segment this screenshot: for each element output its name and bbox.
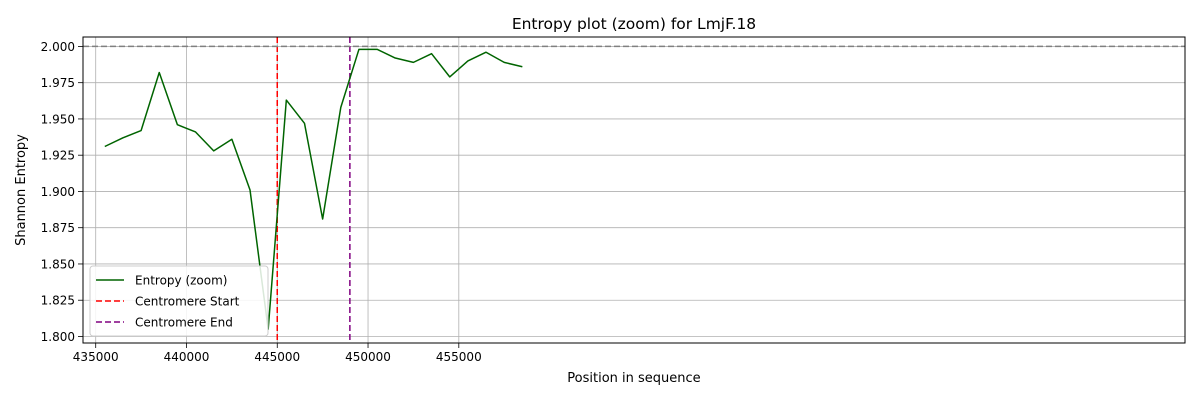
x-tick-label: 455000 — [436, 350, 482, 364]
x-tick-label: 435000 — [73, 350, 119, 364]
legend: Entropy (zoom) Centromere Start Centromere… — [89, 265, 269, 337]
reference-lines — [83, 37, 1185, 343]
x-tick-label: 440000 — [164, 350, 210, 364]
x-axis-ticks: 435000 440000 445000 450000 455000 — [73, 343, 482, 364]
chart-title: Entropy plot (zoom) for LmjF.18 — [512, 15, 756, 33]
y-tick-label: 1.850 — [41, 257, 75, 271]
x-axis-label: Position in sequence — [567, 371, 700, 386]
legend-frame — [89, 265, 269, 337]
y-tick-label: 2.000 — [41, 40, 75, 54]
entropy-series-line — [104, 48, 523, 330]
x-tick-label: 445000 — [254, 350, 300, 364]
legend-label: Centromere Start — [135, 295, 240, 309]
y-tick-label: 1.825 — [41, 294, 75, 308]
legend-items: Entropy (zoom) Centromere Start Centromere… — [96, 274, 240, 330]
legend-label: Entropy (zoom) — [135, 274, 227, 288]
y-tick-label: 1.925 — [41, 149, 75, 163]
series-lines — [104, 48, 523, 330]
y-tick-label: 1.975 — [41, 76, 75, 90]
y-tick-label: 1.800 — [41, 330, 75, 344]
y-tick-label: 1.875 — [41, 221, 75, 235]
y-tick-label: 1.900 — [41, 185, 75, 199]
legend-label: Centromere End — [135, 316, 233, 330]
y-axis-ticks: 1.800 1.825 1.850 1.875 1.900 1.925 1.950 1.975… — [41, 40, 83, 344]
x-tick-label: 450000 — [345, 350, 391, 364]
plot-area-frame — [82, 36, 1186, 344]
y-axis-label: Shannon Entropy — [14, 134, 29, 246]
y-tick-label: 1.950 — [41, 112, 75, 126]
